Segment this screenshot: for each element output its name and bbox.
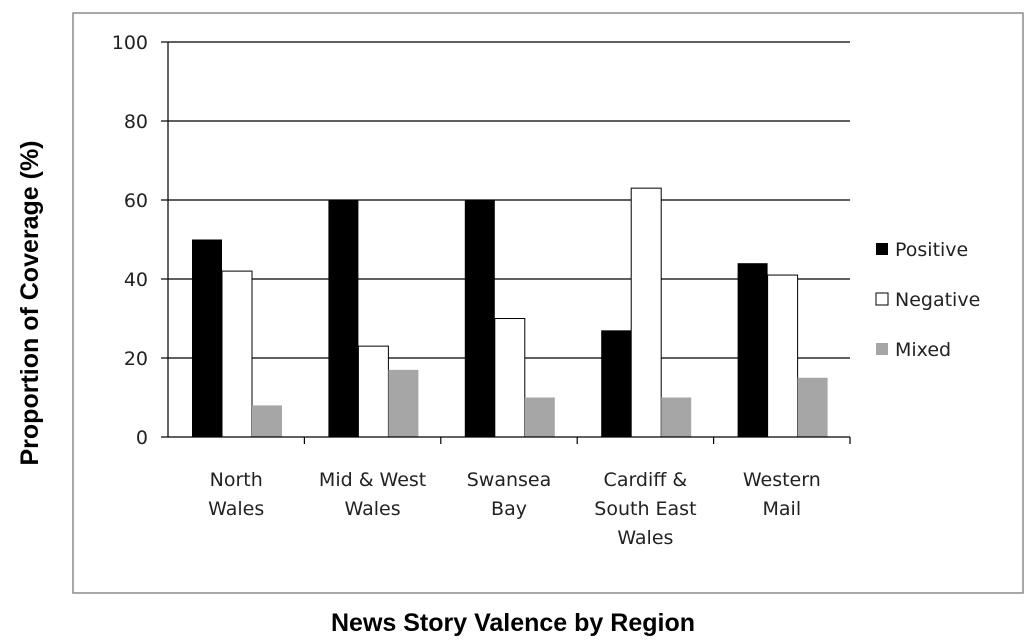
legend-swatch-negative <box>875 292 889 306</box>
category-label: Bay <box>491 498 527 520</box>
bar-mixed <box>388 369 419 437</box>
category-label: Mail <box>763 498 802 520</box>
bar-mixed <box>524 397 555 437</box>
axes <box>167 42 851 444</box>
legend-swatch-positive <box>876 243 888 255</box>
bar-negative <box>494 318 526 438</box>
category-label: Wales <box>345 498 401 520</box>
legend-label-negative: Negative <box>895 289 980 311</box>
y-tick-label: 40 <box>124 269 148 291</box>
legend: Positive Negative Mixed <box>875 239 980 361</box>
category-label: Mid & West <box>319 469 426 491</box>
category-label: North <box>210 469 263 491</box>
bar-positive <box>328 200 359 437</box>
bar-positive <box>464 200 495 437</box>
bars <box>192 187 828 438</box>
legend-swatch-mixed <box>876 343 888 355</box>
category-label: Western <box>743 469 821 491</box>
x-axis-categories: North Wales Mid & West Wales Swansea Bay Cardi… <box>208 469 821 549</box>
y-tick-label: 0 <box>136 427 148 449</box>
bar-positive <box>192 239 222 437</box>
bar-negative <box>630 187 662 438</box>
bar-negative <box>767 274 799 438</box>
bar-mixed <box>797 377 828 437</box>
y-tick-label: 80 <box>124 111 148 133</box>
y-axis-title: Proportion of Coverage (%) <box>16 140 44 465</box>
x-axis-title: News Story Valence by Region <box>331 609 695 637</box>
category-label: Swansea <box>467 469 552 491</box>
y-tick-label: 60 <box>124 190 148 212</box>
bar-positive <box>737 263 768 437</box>
category-label: Wales <box>617 527 673 549</box>
bar-negative <box>357 345 389 438</box>
y-tick-label: 100 <box>112 32 148 54</box>
category-label: Cardiff & <box>604 469 688 491</box>
bar-mixed <box>661 397 692 437</box>
category-label: Wales <box>208 498 264 520</box>
bar-positive <box>601 330 632 437</box>
y-axis-ticks: 0 20 40 60 80 100 <box>112 32 168 449</box>
bar-negative <box>221 270 253 438</box>
y-tick-label: 20 <box>124 348 148 370</box>
bar-mixed <box>252 405 282 437</box>
legend-label-mixed: Mixed <box>895 339 951 361</box>
gridlines <box>168 41 850 359</box>
category-label: South East <box>594 498 696 520</box>
legend-label-positive: Positive <box>895 239 968 261</box>
